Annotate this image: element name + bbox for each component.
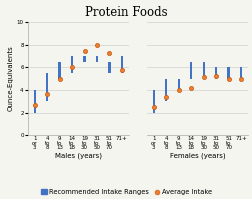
Point	[119, 68, 123, 71]
Point	[213, 75, 217, 78]
Point	[176, 88, 180, 92]
Point	[57, 77, 61, 80]
Bar	[227, 67, 229, 79]
Bar	[177, 79, 179, 90]
Bar	[165, 79, 167, 101]
X-axis label: Males (years): Males (years)	[55, 153, 101, 159]
Point	[151, 105, 155, 109]
Point	[226, 77, 230, 80]
Bar	[189, 62, 192, 79]
Point	[70, 66, 74, 69]
Legend: Recommended Intake Ranges, Average Intake: Recommended Intake Ranges, Average Intak…	[38, 186, 214, 198]
Bar	[83, 56, 85, 61]
Text: Protein Foods: Protein Foods	[85, 6, 167, 19]
Bar	[46, 73, 48, 101]
Point	[188, 86, 193, 89]
Bar	[71, 56, 73, 73]
Bar	[34, 90, 36, 113]
Bar	[202, 62, 204, 79]
Point	[45, 93, 49, 96]
Bar	[108, 61, 110, 73]
Point	[107, 51, 111, 54]
Bar	[239, 67, 241, 79]
Point	[33, 103, 37, 106]
Bar	[214, 67, 216, 79]
Point	[164, 95, 168, 98]
Bar	[58, 62, 60, 79]
Point	[238, 77, 242, 80]
Bar	[152, 90, 154, 113]
Point	[94, 43, 99, 46]
Bar	[120, 56, 122, 73]
Bar	[96, 56, 98, 61]
Y-axis label: Ounce-Equivalents: Ounce-Equivalents	[8, 46, 14, 111]
X-axis label: Females (years): Females (years)	[169, 153, 224, 159]
Point	[201, 76, 205, 79]
Point	[82, 50, 86, 53]
